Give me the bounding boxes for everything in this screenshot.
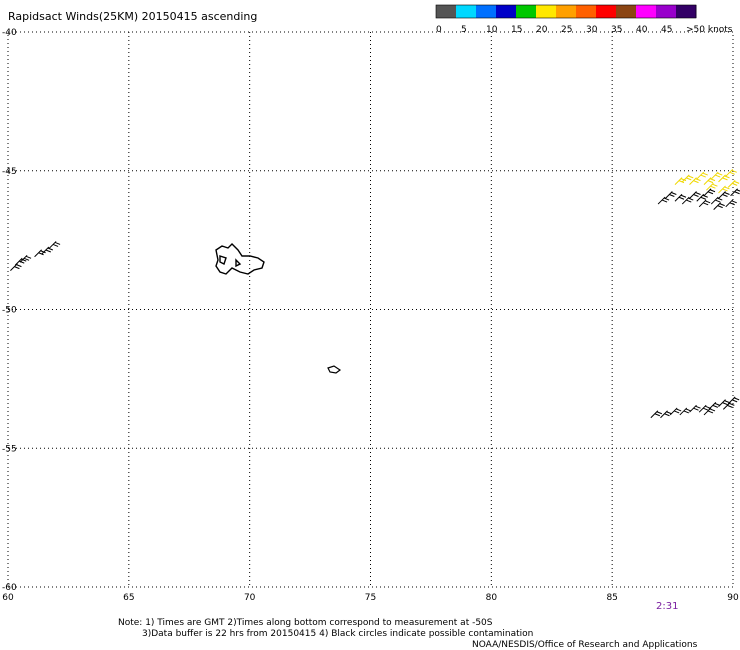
- wind-swath-se-black-barbs: [650, 396, 740, 419]
- wind-barb: [698, 404, 711, 413]
- legend-label: 0: [436, 25, 442, 35]
- wind-barb: [706, 182, 718, 191]
- note-line-3: NOAA/NESDIS/Office of Research and Appli…: [472, 640, 698, 650]
- wind-barb: [48, 241, 61, 249]
- wind-barb: [696, 171, 708, 180]
- wind-barb: [696, 193, 708, 202]
- wind-barb: [689, 404, 701, 413]
- wind-swath-ne-black-barbs: [657, 188, 740, 210]
- wind-barb: [674, 177, 687, 185]
- legend-swatch: [536, 5, 557, 18]
- legend-label: 25: [561, 25, 572, 35]
- wind-barb: [718, 399, 730, 407]
- x-tick-label: 60: [2, 593, 14, 603]
- legend-label: 10: [486, 25, 498, 35]
- x-tick-label: 75: [365, 593, 376, 603]
- y-tick-label: -40: [2, 28, 17, 38]
- wind-barb: [725, 199, 737, 208]
- wind-barb: [718, 185, 730, 194]
- legend-label: >50 knots: [686, 25, 733, 35]
- y-tick-label: -50: [2, 306, 17, 316]
- map-plot-area: 60 65 70 75 80 85 90 -40 -45 -50 -55 -60: [2, 28, 739, 603]
- legend-label: 30: [586, 25, 598, 35]
- wind-barb: [727, 180, 740, 188]
- wind-barb: [10, 263, 22, 272]
- wind-barb: [650, 410, 663, 419]
- wind-barb: [664, 191, 677, 199]
- legend-swatch: [476, 5, 497, 18]
- map-title: Rapidsact Winds(25KM) 20150415 ascending: [8, 10, 257, 23]
- wind-barb: [722, 402, 735, 410]
- time-label: 2:31: [656, 601, 678, 612]
- wind-barb: [718, 174, 730, 183]
- legend-swatch: [596, 5, 617, 18]
- y-tick-label: -60: [2, 583, 17, 593]
- legend-label: 35: [611, 25, 622, 35]
- legend-label: 45: [661, 25, 672, 35]
- wind-barb: [708, 402, 721, 410]
- wind-barb: [703, 188, 716, 197]
- wind-barb: [698, 199, 711, 208]
- x-tick-label: 70: [244, 593, 256, 603]
- legend-swatch: [516, 5, 537, 18]
- y-tick-label: -45: [2, 167, 17, 177]
- wind-swath-west-barbs: [10, 241, 61, 272]
- wind-barbs: [10, 168, 740, 419]
- wind-barb: [660, 410, 672, 419]
- legend-swatch: [436, 5, 457, 18]
- x-tick-label: 65: [123, 593, 134, 603]
- heard-island: [327, 365, 342, 374]
- legend-swatch: [656, 5, 677, 18]
- wind-barb: [669, 407, 682, 416]
- wind-barb: [727, 396, 740, 405]
- legend-swatch: [616, 5, 637, 18]
- wind-speed-legend: 0 5 10 15 20 25 30 35 40 45 >50 knots: [435, 4, 733, 35]
- wind-barb: [710, 196, 723, 205]
- wind-barb: [19, 254, 32, 263]
- wind-barb: [679, 407, 692, 416]
- wind-barb: [713, 202, 725, 210]
- wind-barb: [14, 257, 27, 266]
- wind-barb: [730, 188, 740, 197]
- x-tick-label: 90: [727, 593, 739, 603]
- wind-swath-ne-yellow-barbs: [674, 168, 740, 194]
- wind-barb: [689, 191, 701, 199]
- wind-barb: [689, 177, 701, 185]
- wind-barb: [41, 246, 54, 255]
- legend-label: 20: [536, 25, 548, 35]
- legend-swatch: [576, 5, 597, 18]
- wind-barb: [681, 174, 694, 183]
- wind-barb: [674, 193, 687, 202]
- wind-barb: [718, 191, 730, 199]
- legend-label: 15: [511, 25, 522, 35]
- note-line-2: 3)Data buffer is 22 hrs from 20150415 4)…: [142, 629, 533, 639]
- wind-barb: [34, 249, 46, 258]
- wind-barb: [703, 177, 716, 185]
- wind-barb: [681, 196, 694, 205]
- y-tick-label: -55: [2, 444, 17, 454]
- kerguelen-islands: [215, 243, 265, 275]
- wind-barb: [725, 168, 737, 177]
- legend-label: 40: [636, 25, 648, 35]
- note-line-1: Note: 1) Times are GMT 2)Times along bot…: [118, 618, 493, 628]
- legend-label: 5: [461, 25, 467, 35]
- wind-barb: [657, 196, 670, 205]
- wind-barb: [710, 171, 723, 180]
- legend-swatch: [496, 5, 517, 18]
- legend-swatch: [556, 5, 577, 18]
- legend-swatch: [676, 5, 697, 18]
- legend-swatch: [636, 5, 657, 18]
- legend-border: [435, 4, 697, 19]
- x-tick-label: 80: [486, 593, 498, 603]
- x-tick-label: 85: [606, 593, 617, 603]
- legend-swatch: [456, 5, 477, 18]
- wind-barb: [703, 407, 716, 416]
